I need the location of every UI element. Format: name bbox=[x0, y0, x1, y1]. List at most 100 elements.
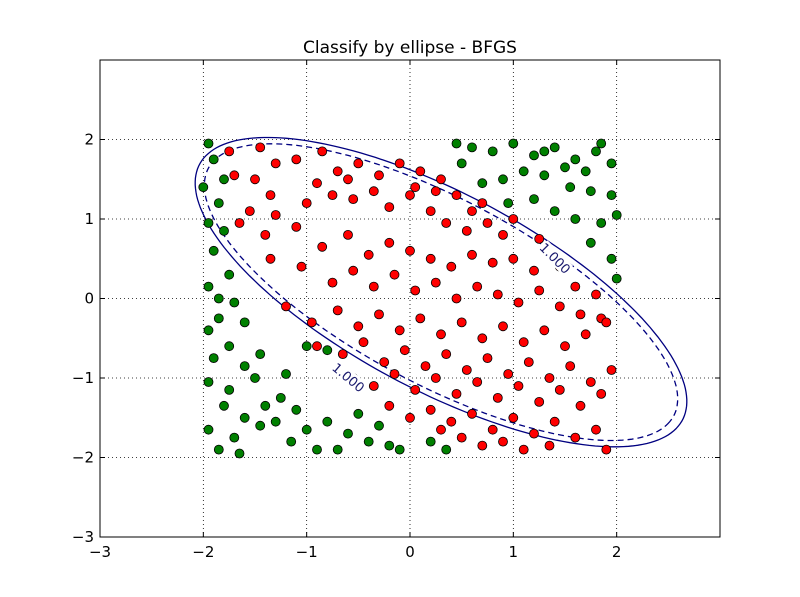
scatter-point-inside bbox=[554, 384, 565, 395]
scatter-point-inside bbox=[260, 229, 271, 240]
scatter-point-outside bbox=[549, 206, 560, 217]
scatter-point-outside bbox=[456, 158, 467, 169]
scatter-point-inside bbox=[410, 384, 421, 395]
scatter-point-inside bbox=[570, 432, 581, 443]
scatter-point-inside bbox=[234, 218, 245, 228]
contour-label: 1.000 bbox=[536, 241, 573, 278]
scatter-point-inside bbox=[301, 198, 312, 209]
scatter-point-outside bbox=[203, 138, 214, 149]
scatter-point-inside bbox=[229, 170, 240, 181]
scatter-point-outside bbox=[570, 214, 581, 224]
scatter-point-outside bbox=[250, 373, 260, 383]
scatter-point-inside bbox=[389, 269, 400, 280]
scatter-point-outside bbox=[560, 162, 570, 173]
scatter-point-outside bbox=[487, 146, 498, 157]
scatter-point-inside bbox=[544, 373, 555, 383]
scatter-point-inside bbox=[425, 253, 436, 264]
scatter-point-inside bbox=[270, 158, 281, 169]
scatter-point-inside bbox=[244, 206, 255, 217]
scatter-point-inside bbox=[456, 432, 467, 443]
scatter-point-inside bbox=[337, 349, 348, 360]
scatter-point-inside bbox=[446, 416, 457, 427]
scatter-point-inside bbox=[482, 218, 493, 228]
scatter-point-outside bbox=[611, 210, 622, 220]
scatter-point-inside bbox=[368, 381, 379, 391]
scatter-point-inside bbox=[492, 289, 503, 300]
scatter-point-outside bbox=[596, 218, 607, 228]
y-tick-label: 2 bbox=[84, 131, 94, 149]
scatter-point-inside bbox=[430, 373, 441, 383]
scatter-point-outside bbox=[198, 182, 209, 193]
grid bbox=[100, 60, 720, 537]
scatter-point-inside bbox=[306, 317, 317, 328]
scatter-point-inside bbox=[534, 285, 545, 296]
scatter-point-inside bbox=[503, 369, 514, 379]
scatter-point-inside bbox=[461, 225, 472, 236]
scatter-point-inside bbox=[436, 424, 446, 435]
scatter-point-inside bbox=[544, 440, 555, 451]
scatter-point-inside bbox=[332, 305, 343, 316]
scatter-point-inside bbox=[327, 190, 338, 201]
scatter-point-inside bbox=[565, 361, 576, 372]
scatter-point-inside bbox=[518, 444, 529, 455]
scatter-point-inside bbox=[348, 265, 359, 276]
scatter-point-inside bbox=[358, 337, 369, 348]
scatter-point-outside bbox=[332, 444, 343, 455]
scatter-point-outside bbox=[270, 416, 281, 427]
scatter-point-inside bbox=[523, 357, 534, 368]
x-tick-label: −2 bbox=[192, 543, 214, 561]
scatter-point-outside bbox=[529, 150, 539, 161]
scatter-point-outside bbox=[508, 138, 519, 149]
scatter-point-outside bbox=[260, 400, 271, 411]
scatter-point-inside bbox=[384, 237, 395, 248]
scatter-point-inside bbox=[441, 349, 452, 360]
scatter-point-inside bbox=[472, 377, 483, 387]
scatter-point-inside bbox=[353, 158, 364, 169]
scatter-point-outside bbox=[239, 317, 250, 328]
scatter-point-outside bbox=[208, 154, 219, 165]
scatter-point-outside bbox=[224, 384, 235, 395]
scatter-point-outside bbox=[203, 281, 214, 292]
scatter-point-inside bbox=[348, 194, 359, 205]
scatter-point-inside bbox=[394, 325, 405, 336]
y-tick-label: −3 bbox=[72, 528, 94, 546]
scatter-point-inside bbox=[415, 313, 426, 324]
scatter-point-outside bbox=[565, 182, 576, 193]
scatter-point-inside bbox=[477, 440, 488, 451]
scatter-point-inside bbox=[436, 174, 446, 185]
scatter-point-inside bbox=[513, 381, 524, 391]
scatter-point-inside bbox=[291, 221, 302, 232]
scatter-point-inside bbox=[534, 396, 545, 407]
scatter-point-inside bbox=[410, 182, 421, 193]
points-layer bbox=[198, 138, 622, 459]
scatter-point-outside bbox=[239, 412, 250, 423]
scatter-point-outside bbox=[286, 436, 297, 447]
contour-dashed bbox=[203, 143, 679, 442]
scatter-point-outside bbox=[611, 273, 622, 284]
contour-label-bg bbox=[330, 360, 367, 395]
scatter-point-inside bbox=[384, 202, 395, 213]
scatter-point-inside bbox=[498, 321, 508, 332]
scatter-point-inside bbox=[291, 154, 302, 165]
scatter-point-outside bbox=[219, 225, 229, 236]
scatter-point-inside bbox=[477, 198, 488, 209]
scatter-point-inside bbox=[405, 412, 415, 423]
scatter-point-inside bbox=[394, 158, 405, 169]
scatter-point-inside bbox=[477, 333, 488, 344]
scatter-point-inside bbox=[601, 317, 612, 328]
scatter-point-inside bbox=[420, 361, 431, 372]
scatter-point-outside bbox=[229, 432, 240, 443]
scatter-point-inside bbox=[451, 293, 462, 304]
scatter-point-outside bbox=[281, 369, 291, 379]
scatter-point-inside bbox=[399, 345, 410, 356]
scatter-point-outside bbox=[203, 325, 214, 336]
scatter-point-outside bbox=[394, 444, 405, 455]
scatter-point-outside bbox=[224, 269, 235, 280]
scatter-point-inside bbox=[451, 190, 462, 201]
scatter-point-outside bbox=[203, 218, 214, 228]
scatter-point-inside bbox=[270, 210, 281, 220]
scatter-point-outside bbox=[363, 436, 374, 447]
contour-solid bbox=[194, 136, 688, 448]
scatter-point-outside bbox=[539, 146, 550, 157]
scatter-point-inside bbox=[451, 388, 462, 399]
